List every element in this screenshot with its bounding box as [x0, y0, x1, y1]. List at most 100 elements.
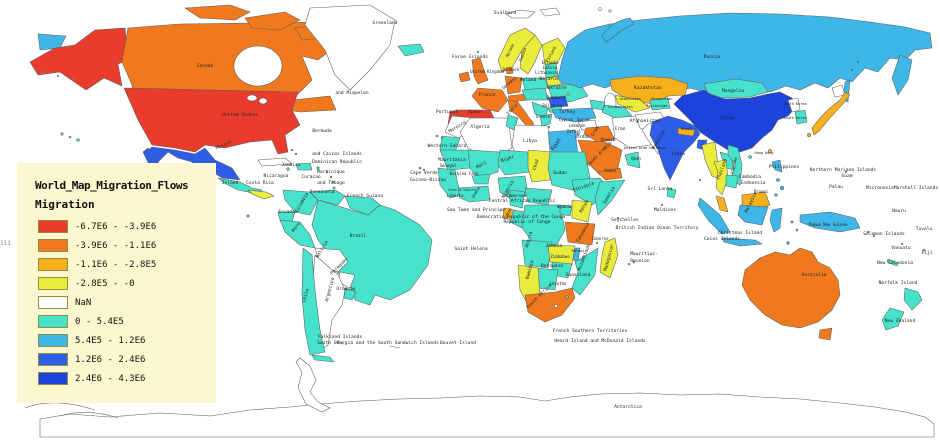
legend-item: 5.4E5 - 1.2E6	[38, 331, 216, 350]
region-cameroon	[509, 189, 526, 209]
map-label: Ecuador	[278, 209, 298, 215]
region-germany	[504, 75, 523, 95]
region-antilles-2	[329, 175, 333, 179]
legend-swatch	[38, 353, 68, 366]
region-hawaii-3	[76, 138, 80, 142]
map-label: Svalbard	[494, 10, 516, 16]
map-label: Northern Mariana Islands	[810, 167, 877, 173]
region-kenya	[571, 199, 593, 223]
map-label: Costa Rica	[246, 180, 274, 186]
region-tasmania	[818, 327, 833, 341]
map-label: Chad	[532, 158, 541, 170]
legend-items: -6.7E6 - -3.9E6 -3.9E6 - -1.1E6 -1.1E6 - -…	[17, 217, 216, 388]
map-label: French Southern Territories	[553, 328, 628, 334]
legend-item: -6.7E6 - -3.9E6	[38, 217, 216, 236]
region-sulawesi	[769, 207, 783, 233]
region-timor	[786, 241, 790, 245]
map-label: Cyprus	[559, 117, 574, 122]
region-aleutian-2	[56, 74, 60, 78]
map-label: Romania	[546, 95, 566, 101]
map-label: British Indian Ocean Territory	[616, 225, 699, 231]
region-canada-arctic-2	[244, 11, 301, 31]
region-kuril-1	[850, 68, 854, 72]
map-label: Cameroon	[506, 193, 526, 198]
region-kyrgyz-tajik	[649, 97, 671, 111]
map-label: Tuvalu	[916, 226, 933, 232]
region-galapagos	[246, 214, 250, 218]
region-uganda	[559, 204, 573, 217]
region-hawaii-2	[68, 135, 72, 139]
region-nz-north	[903, 287, 923, 311]
map-label: India	[671, 151, 685, 157]
antarctic-coast-squiggle-1	[24, 402, 96, 411]
map-label: New Zealand	[885, 318, 916, 324]
region-oman	[624, 151, 641, 169]
map-label: Democratic Republic of the Congo	[477, 214, 566, 220]
map-label: Comoros	[592, 236, 609, 241]
region-mongolia	[703, 78, 769, 99]
map-label: Maldives	[654, 207, 676, 213]
map-label: Spain	[468, 109, 482, 115]
region-south-korea	[794, 109, 808, 125]
region-uk	[471, 57, 489, 85]
region-fiji	[922, 248, 926, 252]
legend: World_Map_Migration_Flows Migration -6.7…	[17, 163, 216, 403]
region-kuril-2	[856, 60, 860, 64]
region-falklands-1	[336, 340, 340, 344]
map-label: United States	[222, 112, 258, 118]
region-cuba	[257, 157, 293, 167]
map-label: Ghana	[471, 185, 482, 198]
region-hispaniola	[295, 162, 313, 171]
region-franz-josef-2	[608, 9, 612, 13]
map-label: Swaziland	[566, 272, 591, 278]
map-label: Curacao	[301, 174, 321, 180]
region-lesotho	[554, 304, 558, 308]
region-antilles-1	[325, 170, 329, 174]
map-label: Indonesia	[741, 180, 766, 186]
side-tick-label: 111	[0, 240, 11, 247]
region-java	[721, 237, 763, 247]
region-malaysia-peninsula	[715, 195, 729, 213]
region-kamchatka	[891, 54, 913, 96]
region-aleutian-3	[72, 76, 76, 80]
map-label: Russia	[704, 54, 721, 60]
map-label: Cocos Islands	[704, 236, 740, 242]
map-label: Cape Verde	[410, 170, 438, 176]
region-mozambique	[571, 247, 599, 296]
region-andaman	[698, 178, 702, 182]
legend-item: -2.8E5 - -0	[38, 274, 216, 293]
map-label: South Georgia and the South Sandwich Isl…	[317, 340, 439, 346]
region-panama-costarica	[247, 189, 275, 200]
region-reunion	[627, 262, 631, 266]
region-seychelles	[616, 216, 620, 220]
map-label: and Caicos Islands	[312, 151, 362, 157]
legend-item-label: 1.2E6 - 2.4E6	[75, 354, 146, 365]
region-sweden	[519, 34, 543, 75]
map-label: Iran	[614, 126, 625, 132]
map-label: Libya	[523, 138, 537, 144]
region-svalbard-1	[505, 9, 536, 19]
legend-item-label: NaN	[75, 297, 92, 308]
legend-item-label: -3.9E6 - -1.1E6	[75, 240, 157, 251]
region-tierra-del-fuego	[311, 354, 335, 363]
map-label: Vietnam	[729, 156, 738, 174]
region-cape-verde-1	[418, 166, 422, 170]
map-label: Solomon Islands	[863, 231, 905, 237]
map-label: Malawi	[572, 249, 585, 253]
region-poland	[521, 77, 549, 91]
region-australia	[741, 247, 841, 329]
region-franz-josef-1	[598, 7, 602, 11]
region-south-georgia	[389, 345, 401, 349]
map-label: New Caledonia	[877, 260, 913, 266]
legend-title: World_Map_Migration_Flows	[35, 179, 189, 192]
region-philippines-luzon	[771, 159, 783, 173]
region-france	[471, 87, 509, 113]
map-label: Nauru	[892, 208, 906, 214]
map-label: Oman	[631, 156, 641, 161]
map-label: Guinea-Bissau	[410, 177, 446, 183]
map-label: Bouvet-Island	[440, 340, 476, 346]
region-hawaii-1	[60, 132, 64, 136]
map-label: Venezuela	[310, 189, 335, 195]
map-label: Latvia	[543, 65, 558, 70]
